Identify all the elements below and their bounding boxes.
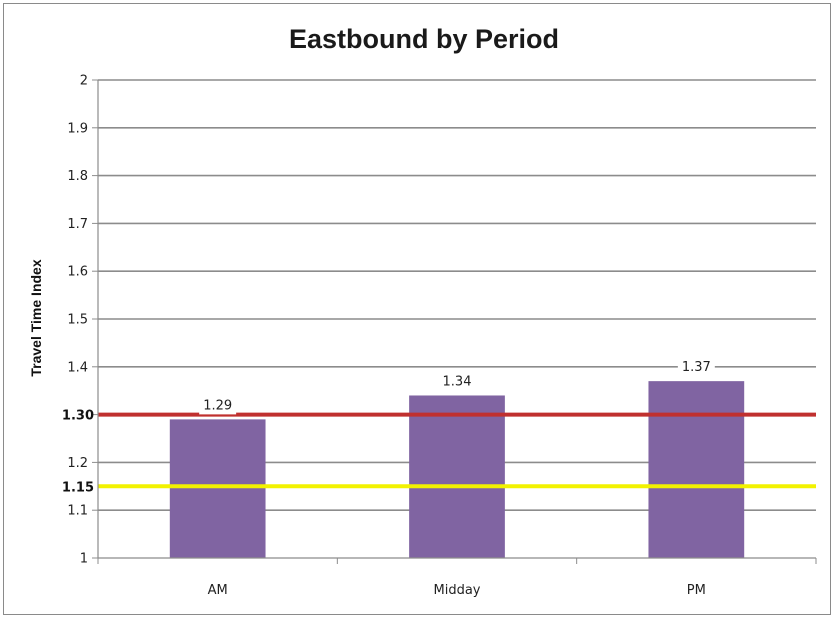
y-tick-label: 1 (80, 552, 88, 567)
reference-line-label: 1.30 (62, 409, 94, 424)
y-tick-label: 1.6 (67, 265, 88, 280)
y-tick-label: 1.7 (67, 217, 88, 232)
y-axis-label: Travel Time Index (28, 259, 44, 376)
data-label: 1.29 (203, 398, 232, 413)
data-label-background (677, 359, 715, 377)
y-tick-label: 2 (80, 74, 88, 89)
y-tick-label: 1.4 (67, 360, 88, 375)
x-tick-label: AM (208, 583, 228, 598)
labels: 1 1.1 1.2 1.4 1.5 1.6 1.7 1.8 1.9 2 1.29 AM 1.34 Midd… (62, 74, 715, 598)
data-label: 1.37 (682, 360, 711, 375)
x-tick-label: Midday (434, 583, 481, 598)
y-tick-label: 1.5 (67, 313, 88, 328)
y-tick-label: 1.8 (67, 169, 88, 184)
reference-line-label: 1.15 (62, 480, 94, 495)
axes (92, 79, 817, 564)
x-tick-label: PM (687, 583, 706, 598)
data-label-background (438, 373, 476, 391)
bars (169, 381, 745, 558)
bar (169, 419, 266, 558)
reference-lines (98, 412, 816, 489)
y-tick-label: 1.2 (67, 456, 88, 471)
y-tick-label: 1.9 (67, 121, 88, 136)
data-label-background (199, 397, 237, 415)
data-label: 1.34 (443, 374, 472, 389)
y-tick-label: 1.1 (67, 504, 88, 519)
bar (648, 381, 745, 558)
bar (409, 395, 505, 558)
chart-title: Eastbound by Period (289, 24, 559, 54)
